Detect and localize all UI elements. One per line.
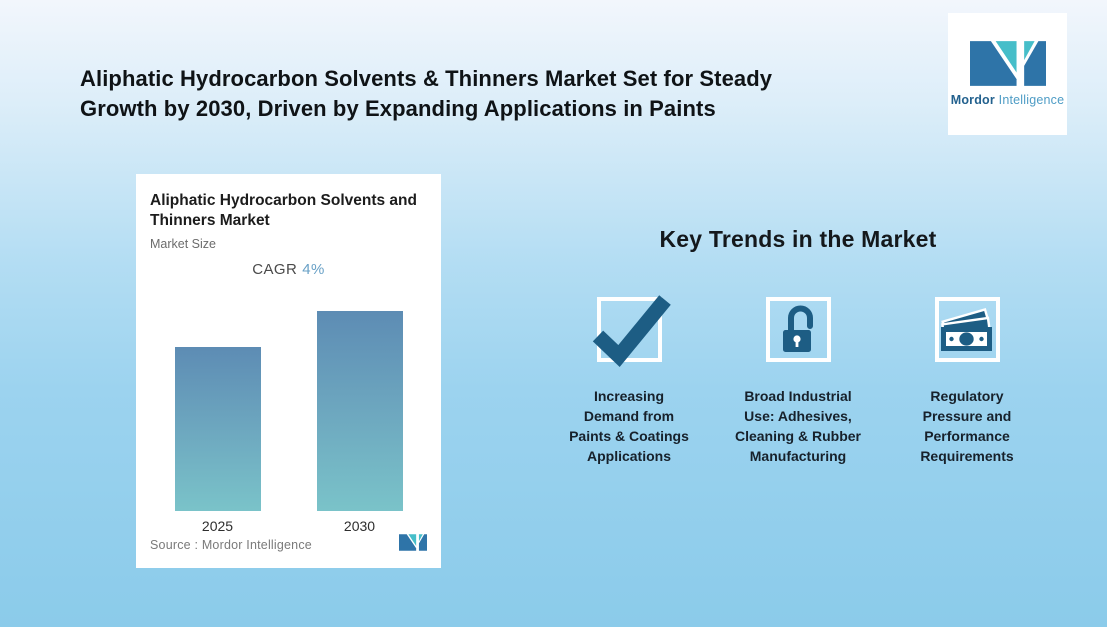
chart-title: Aliphatic Hydrocarbon Solvents and Thinn… (150, 192, 417, 230)
source-row: Source : Mordor Intelligence (150, 534, 427, 556)
trend-item-demand: Increasing Demand from Paints & Coatings… (549, 295, 710, 467)
bar-chart-plot (150, 280, 427, 511)
mordor-intelligence-mini-logo-icon (399, 534, 427, 556)
bar-2030 (316, 311, 403, 511)
bar-2025 (174, 347, 261, 511)
brand-logo-card: Mordor Intelligence (948, 13, 1067, 135)
trend-label: Regulatory Pressure and Performance Requ… (920, 388, 1014, 465)
trend-item-industrial-use: Broad Industrial Use: Adhesives, Cleanin… (718, 297, 879, 467)
trend-item-regulatory: Regulatory Pressure and Performance Requ… (887, 297, 1048, 467)
cagr-label: CAGR (252, 260, 298, 278)
key-trends-heading: Key Trends in the Market (659, 226, 937, 252)
key-trends-section: Key Trends in the Market Increasing Dema… (548, 226, 1048, 467)
key-trends-row: Increasing Demand from Paints & Coatings… (548, 295, 1048, 467)
x-axis-labels: 2025 2030 (150, 518, 427, 534)
cagr-annotation: CAGR 4% (150, 261, 427, 278)
brand-name-light: Intelligence (998, 93, 1065, 107)
trend-label: Increasing Demand from Paints & Coatings… (569, 388, 689, 465)
banknotes-icon (934, 297, 1000, 362)
brand-name: Mordor Intelligence (951, 93, 1065, 107)
mordor-intelligence-logo-icon (969, 41, 1046, 86)
source-text: Source : Mordor Intelligence (150, 538, 312, 552)
chart-subtitle: Market Size (150, 236, 216, 251)
x-tick-2025: 2025 (201, 518, 234, 534)
x-tick-2030: 2030 (343, 518, 376, 534)
open-lock-icon (765, 297, 831, 362)
cagr-value: 4% (302, 260, 325, 278)
trend-label: Broad Industrial Use: Adhesives, Cleanin… (734, 388, 861, 465)
brand-name-bold: Mordor (950, 93, 995, 107)
page-title: Aliphatic Hydrocarbon Solvents & Thinner… (80, 66, 773, 122)
market-chart-card: Aliphatic Hydrocarbon Solvents and Thinn… (136, 174, 441, 568)
check-icon (592, 295, 671, 367)
